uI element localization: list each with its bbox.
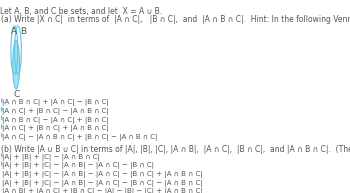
Text: |A ∩ B ∩ C| − |A ∩ C| + |B ∩ C|: |A ∩ B ∩ C| − |A ∩ C| + |B ∩ C|: [2, 117, 109, 124]
Text: |A| + |B| + |C| − |A ∩ B| − |A ∩ C| − |B ∩ C| + |A ∩ B ∩ C|: |A| + |B| + |C| − |A ∩ B| − |A ∩ C| − |B…: [2, 171, 203, 178]
Text: A: A: [11, 27, 17, 36]
Text: (a) Write |X ∩ C|  in terms of  |A ∩ C|,   |B ∩ C|,  and  |A ∩ B ∩ C|.  Hint: In: (a) Write |X ∩ C| in terms of |A ∩ C|, |…: [1, 15, 350, 24]
Text: |A ∩ B ∩ C| + |A ∩ C| − |B ∩ C|: |A ∩ B ∩ C| + |A ∩ C| − |B ∩ C|: [2, 99, 109, 106]
Text: |A ∩ C| − |A ∩ B ∩ C| + |B ∩ C| − |A ∩ B ∩ C|: |A ∩ C| − |A ∩ B ∩ C| + |B ∩ C| − |A ∩ B…: [2, 134, 158, 141]
Text: C: C: [13, 90, 19, 99]
Polygon shape: [13, 41, 20, 89]
Text: |A ∩ B| + |A ∩ C| + |B ∩ C| − |A| − |B| − |C| + |A ∩ B ∩ C|: |A ∩ B| + |A ∩ C| + |B ∩ C| − |A| − |B| …: [2, 188, 203, 193]
Text: |A| + |B| + |C| − |A ∩ B| − |A ∩ C| − |B ∩ C| − |A ∩ B ∩ C|: |A| + |B| + |C| − |A ∩ B| − |A ∩ C| − |B…: [2, 180, 203, 187]
Text: (b) Write |A ∪ B ∪ C| in terms of |A|, |B|, |C|, |A ∩ B|,  |A ∩ C|,  |B ∩ C|,  a: (b) Write |A ∪ B ∪ C| in terms of |A|, |…: [1, 145, 350, 154]
Text: |A| + |B| + |C| − |A ∩ B ∩ C|: |A| + |B| + |C| − |A ∩ B ∩ C|: [2, 154, 100, 161]
Text: Let A, B, and C be sets, and let  X = A ∪ B.: Let A, B, and C be sets, and let X = A ∪…: [0, 7, 163, 16]
Text: |A ∩ C| + |B ∩ C| − |A ∩ B ∩ C|: |A ∩ C| + |B ∩ C| − |A ∩ B ∩ C|: [2, 108, 109, 115]
Text: |A ∩ C| + |B ∩ C| + |A ∩ B ∩ C|: |A ∩ C| + |B ∩ C| + |A ∩ B ∩ C|: [2, 125, 109, 132]
Text: B: B: [20, 27, 27, 36]
Text: |A| + |B| + |C| − |A ∩ B| − |A ∩ C| − |B ∩ C|: |A| + |B| + |C| − |A ∩ B| − |A ∩ C| − |B…: [2, 163, 154, 169]
